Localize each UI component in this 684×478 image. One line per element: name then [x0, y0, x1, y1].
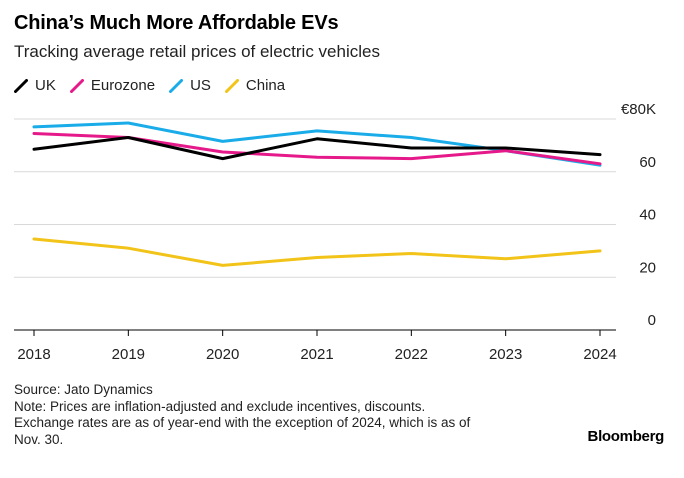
legend-swatch-china [224, 78, 239, 93]
y-tick-label: 20 [639, 259, 656, 276]
legend-item-us: US [169, 77, 211, 94]
legend-swatch-us [169, 78, 184, 93]
y-tick-label: 0 [648, 312, 656, 329]
legend-label: China [245, 77, 286, 94]
x-tick-label: 2019 [112, 346, 145, 363]
bloomberg-logo: Bloomberg [587, 428, 665, 445]
note-line-3: Nov. 30. [14, 431, 64, 447]
chart-subtitle: Tracking average retail prices of electr… [14, 42, 380, 61]
legend: UK Eurozone US China [14, 77, 299, 94]
chart-footer: Source: Jato Dynamics Note: Prices are i… [14, 382, 534, 448]
series-line-us [32, 121, 602, 167]
legend-label: Eurozone [90, 77, 156, 94]
y-tick-label: 40 [639, 207, 656, 224]
legend-swatch-eurozone [69, 78, 84, 93]
series-line-uk [32, 136, 602, 161]
chart-title: China’s Much More Affordable EVs [14, 12, 339, 34]
legend-item-china: China [224, 77, 286, 94]
x-tick-label: 2022 [395, 346, 428, 363]
legend-swatch-uk [14, 78, 28, 93]
series-line-china [32, 237, 602, 267]
y-tick-label: €80K [621, 101, 656, 118]
note-line-1: Note: Prices are inflation-adjusted and … [14, 398, 426, 414]
legend-item-uk: UK [14, 77, 56, 94]
note-line-2: Exchange rates are as of year-end with t… [14, 415, 471, 430]
legend-label: US [190, 77, 211, 94]
x-tick-label: 2021 [300, 346, 333, 363]
source-note: Source: Jato Dynamics [14, 382, 153, 397]
x-tick-label: 2023 [489, 346, 522, 363]
x-tick-label: 2018 [17, 346, 50, 363]
x-tick-label: 2020 [206, 346, 239, 363]
x-tick-label: 2024 [583, 346, 616, 363]
y-tick-label: 60 [639, 154, 656, 171]
legend-item-eurozone: Eurozone [69, 77, 156, 94]
legend-label: UK [35, 77, 56, 94]
